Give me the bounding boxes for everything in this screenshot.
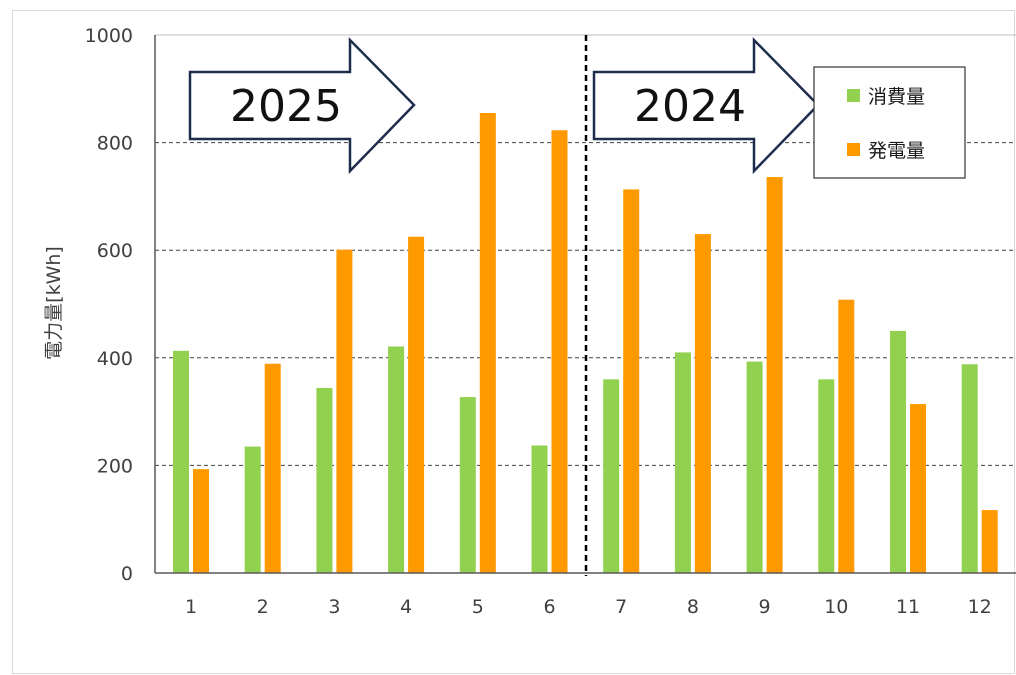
x-tick-label: 5	[472, 596, 484, 618]
bar-generation-2	[264, 363, 281, 573]
bar-generation-1	[193, 469, 209, 573]
bar-generation-5	[479, 113, 496, 573]
bar-consumption-3	[316, 387, 333, 573]
x-tick-label: 2	[257, 596, 269, 618]
y-tick-label: 600	[97, 240, 133, 262]
bar-generation-9	[766, 177, 783, 574]
legend-box	[813, 66, 966, 179]
y-axis-title: 電力量[kWh]	[43, 246, 65, 360]
axes	[154, 35, 1016, 576]
arrow-annotation-2024: 2024	[592, 36, 820, 175]
legend: 消費量 発電量	[813, 66, 966, 179]
bar-consumption-10	[818, 379, 835, 573]
x-tick-label: 12	[968, 596, 992, 618]
arrow-label-2024: 2024	[634, 81, 746, 132]
bar-generation-10	[838, 299, 855, 573]
x-tick-label: 8	[687, 596, 699, 618]
bar-generation-7	[623, 189, 640, 573]
bar-series	[173, 113, 998, 574]
bar-consumption-2	[244, 446, 261, 573]
y-tick-label: 400	[97, 348, 133, 370]
x-tick-label: 1	[185, 596, 197, 618]
x-tick-label: 3	[328, 596, 340, 618]
bar-generation-12	[981, 510, 998, 573]
y-tick-label: 200	[97, 455, 133, 477]
legend-swatch-generation	[847, 143, 860, 156]
y-tick-label: 0	[121, 563, 133, 585]
bar-consumption-12	[961, 364, 978, 573]
bar-consumption-11	[890, 330, 906, 573]
legend-swatch-consumption	[847, 89, 860, 102]
bar-consumption-4	[388, 346, 405, 573]
x-tick-label: 10	[824, 596, 848, 618]
x-tick-label: 11	[896, 596, 920, 618]
x-tick-label: 7	[615, 596, 627, 618]
x-tick-label: 4	[400, 596, 412, 618]
arrow-label-2025: 2025	[230, 81, 342, 132]
x-tick-label: 9	[759, 596, 771, 618]
legend-label-generation: 発電量	[868, 140, 925, 162]
bar-generation-11	[910, 404, 926, 573]
bar-consumption-7	[603, 379, 620, 573]
x-tick-label: 6	[543, 596, 555, 618]
bar-consumption-9	[746, 361, 763, 573]
x-tick-labels: 1 2 3 4 5 6 7 8 9 10 11 12	[185, 596, 992, 618]
y-tick-label: 800	[97, 133, 133, 155]
bar-generation-3	[336, 249, 353, 574]
legend-label-consumption: 消費量	[868, 86, 925, 108]
arrow-shape-2024	[592, 36, 820, 175]
bar-consumption-8	[674, 352, 691, 573]
y-tick-label: 1000	[85, 25, 133, 47]
bar-consumption-1	[173, 350, 189, 573]
bar-consumption-6	[531, 445, 548, 573]
bar-generation-6	[551, 130, 568, 573]
y-tick-labels: 0 200 400 600 800 1000	[85, 25, 133, 585]
bar-generation-8	[694, 234, 711, 573]
arrow-shape-2025	[188, 36, 416, 175]
arrow-annotation-2025: 2025	[188, 36, 416, 175]
bar-consumption-5	[459, 397, 476, 573]
bar-generation-4	[408, 236, 425, 573]
